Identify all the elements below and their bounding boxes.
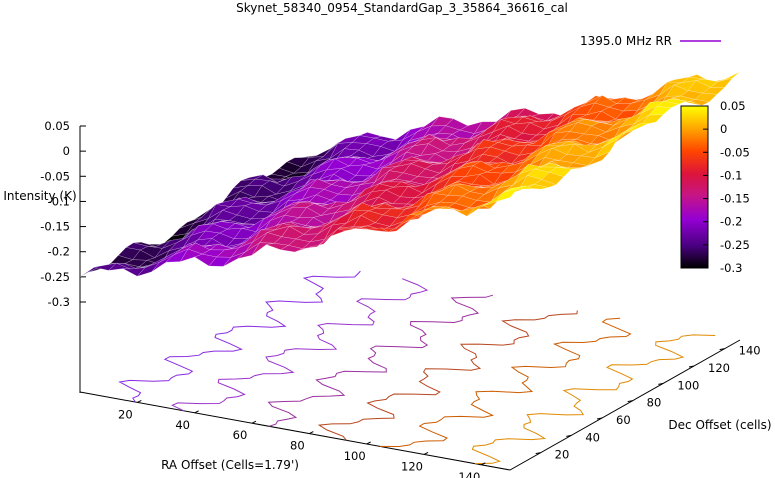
contour-line [317, 310, 578, 441]
y-tick-label: 120 [708, 361, 730, 375]
y-tick-mark [535, 452, 541, 455]
contour-line [171, 278, 429, 412]
colorbar-tick-label: 0 [720, 122, 727, 136]
y-tick-label: 140 [739, 344, 761, 358]
colorbar-tick-label: -0.05 [720, 145, 750, 159]
y-tick-mark [596, 417, 603, 420]
surface-cell [495, 188, 519, 203]
colorbar-tick-label: 0.05 [720, 99, 746, 113]
x-tick-mark [366, 441, 371, 445]
y-axis: 20 40 60 80 100 120 140 [535, 344, 761, 462]
y-tick-mark [688, 365, 695, 368]
y-tick-mark [719, 348, 725, 351]
x-axis-label: RA Offset (Cells=1.79') [161, 458, 299, 472]
z-axis-label: Intensity (K) [3, 189, 76, 203]
z-tick-label: -0.2 [48, 245, 70, 259]
x-tick-label: 120 [401, 459, 423, 473]
x-tick-label: 40 [175, 418, 190, 432]
y-tick-mark [566, 434, 572, 437]
x-tick-mark [251, 420, 257, 424]
x-tick-label: 100 [344, 449, 366, 463]
contour-line [379, 317, 632, 448]
z-tick-label: 0.05 [44, 119, 70, 133]
colorbar: 0.05 0 -0.05 -0.1 -0.15 -0.2 -0.25 -0.3 [680, 99, 750, 275]
z-tick-label: -0.05 [40, 169, 70, 183]
y-tick-mark [627, 400, 633, 403]
base-frame [79, 339, 741, 471]
y-tick-label: 60 [616, 413, 631, 427]
contour-line [471, 334, 716, 465]
x-tick-label: 80 [290, 439, 305, 453]
colorbar-ramp [680, 105, 709, 269]
y-tick-label: 80 [647, 396, 662, 410]
colorbar-tick-label: -0.2 [720, 215, 742, 229]
contour-line [267, 294, 494, 427]
colorbar-tick-label: -0.3 [720, 261, 742, 275]
contour-line [118, 270, 361, 403]
z-axis: 0.05 0 -0.05 -0.1 -0.15 -0.2 -0.25 -0.3 [40, 119, 86, 393]
x-tick-mark [481, 462, 486, 466]
legend: 1395.0 MHz RR [580, 34, 721, 48]
y-axis-label: Dec Offset (cells) [668, 418, 771, 432]
z-tick-label: -0.3 [48, 295, 70, 309]
x-tick-mark [194, 410, 199, 414]
colorbar-tick-label: -0.15 [720, 192, 750, 206]
colorbar-tick-label: -0.25 [720, 238, 750, 252]
y-tick-label: 40 [585, 430, 600, 444]
z-tick-label: 0 [63, 144, 70, 158]
y-tick-label: 20 [555, 448, 570, 462]
z-tick-label: -0.1 [48, 194, 70, 208]
x-tick-mark [137, 399, 142, 403]
z-tick-label: -0.25 [40, 270, 70, 284]
chart-title: Skynet_58340_0954_StandardGap_3_35864_36… [236, 1, 568, 15]
surface-mesh [79, 71, 741, 278]
y-tick-label: 100 [677, 378, 699, 392]
x-tick-mark [309, 431, 314, 435]
x-tick-label: 140 [458, 470, 480, 478]
x-tick-mark [423, 451, 429, 455]
x-tick-label: 20 [118, 407, 133, 421]
y-tick-mark [658, 382, 664, 385]
x-axis: 20 40 60 80 100 120 140 [118, 399, 486, 478]
colorbar-tick-label: -0.1 [720, 168, 742, 182]
contour-lines [118, 270, 716, 465]
legend-label: 1395.0 MHz RR [580, 34, 672, 48]
z-tick-label: -0.15 [40, 220, 70, 234]
x-tick-label: 60 [233, 428, 248, 442]
base-plane [79, 339, 741, 471]
